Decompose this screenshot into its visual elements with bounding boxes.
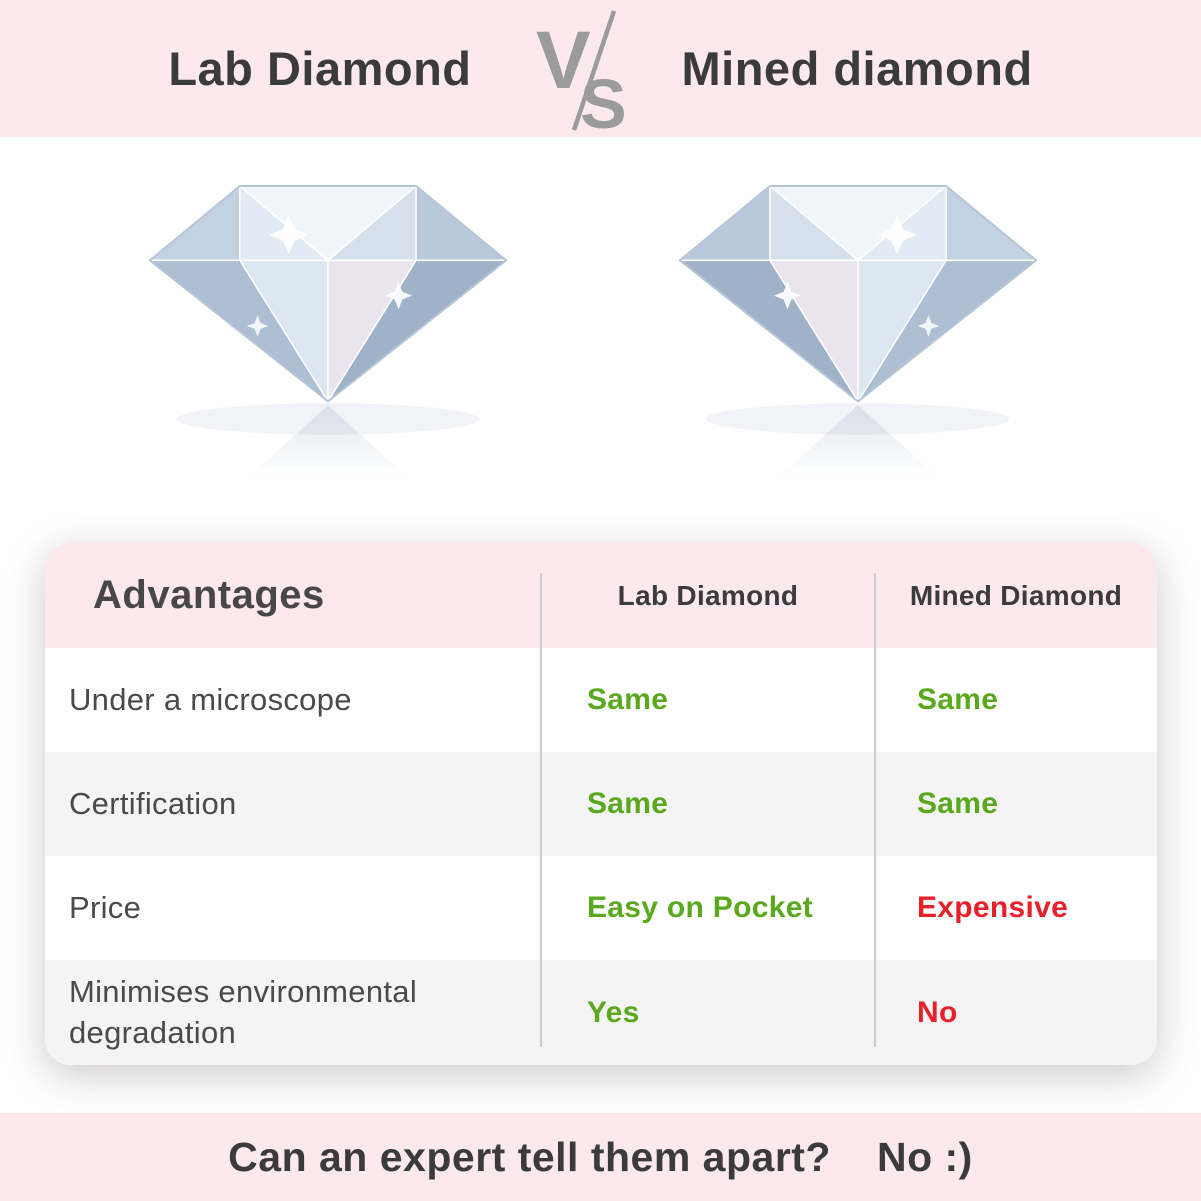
column-divider-1 bbox=[540, 573, 542, 1047]
row-label: Under a microscope bbox=[69, 681, 352, 717]
mined-value: Expensive bbox=[917, 891, 1069, 924]
lab-value: Easy on Pocket bbox=[587, 891, 813, 924]
vs-icon: V S bbox=[536, 9, 627, 143]
lab-value: Same bbox=[587, 787, 669, 820]
vs-letter-v: V bbox=[536, 15, 591, 106]
footer-question: Can an expert tell them apart? bbox=[228, 1133, 831, 1180]
column-divider-2 bbox=[874, 573, 876, 1047]
row-label: Price bbox=[69, 889, 142, 925]
vs-letter-s: S bbox=[580, 65, 627, 138]
vs-emblem: V S bbox=[534, 8, 634, 143]
column-header-advantages: Advantages bbox=[93, 573, 325, 617]
comparison-table: Advantages Lab Diamond Mined Diamond Und… bbox=[45, 543, 1157, 1065]
footer-answer: No :) bbox=[876, 1133, 973, 1180]
mined-value: Same bbox=[917, 683, 999, 716]
header-band: Lab Diamond V S Mined diamond bbox=[0, 0, 1201, 143]
lab-value: Yes bbox=[587, 995, 640, 1029]
table-row-certification: Certification Same Same bbox=[45, 752, 1157, 856]
lab-value: Same bbox=[587, 683, 669, 716]
vs-slash-line bbox=[571, 9, 616, 131]
table-row-environment: Minimises environmental degradation Yes … bbox=[45, 960, 1157, 1065]
column-header-mined-diamond: Mined Diamond bbox=[909, 579, 1123, 611]
mined-diamond-image bbox=[672, 172, 1044, 478]
table-row-microscope: Under a microscope Same Same bbox=[45, 648, 1157, 752]
mined-value: Same bbox=[917, 787, 999, 820]
footer-band: Can an expert tell them apart? No :) bbox=[0, 1113, 1201, 1201]
row-label: Certification bbox=[69, 785, 237, 821]
right-title: Mined diamond bbox=[681, 42, 1033, 95]
row-label: Minimises environmental degradation bbox=[69, 974, 418, 1050]
column-header-lab-diamond: Lab Diamond bbox=[617, 579, 799, 611]
table-header-row: Advantages Lab Diamond Mined Diamond bbox=[45, 543, 1157, 648]
mined-value: No bbox=[917, 995, 958, 1029]
left-title: Lab Diamond bbox=[168, 42, 472, 95]
table-row-price: Price Easy on Pocket Expensive bbox=[45, 856, 1157, 960]
lab-diamond-image bbox=[142, 172, 514, 478]
